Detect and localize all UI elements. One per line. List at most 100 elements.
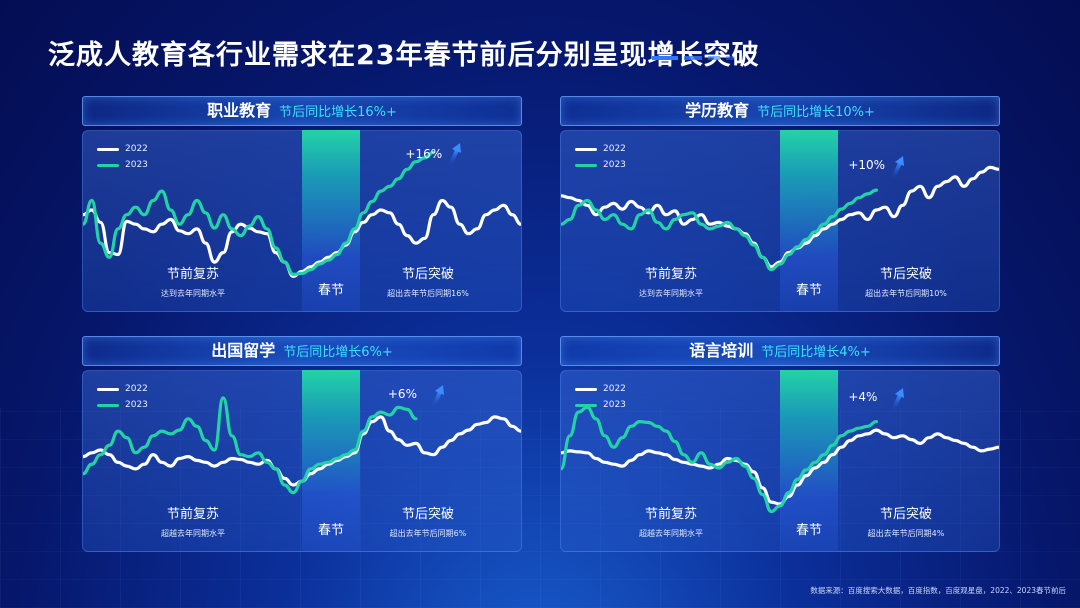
panel-academic: 学历教育 节后同比增长10%+ 春节 2022 2023 节前复苏 达到去年同期水…	[560, 96, 1000, 312]
pre-festival-sub: 超越去年同期水平	[639, 529, 703, 538]
legend-item-2023: 2023	[97, 157, 148, 173]
post-festival-sub: 超出去年节后同期4%	[867, 529, 945, 538]
data-source-note: 数据来源：百度搜索大数据，百度指数，百度观星盘，2022、2023春节前后	[810, 586, 1066, 595]
legend-item-2023: 2023	[575, 397, 626, 413]
post-festival-label: 节后突破	[401, 267, 454, 282]
legend-label: 2023	[125, 160, 148, 170]
legend-item-2022: 2022	[97, 381, 148, 397]
pre-festival-sub: 达到去年同期水平	[161, 289, 225, 298]
legend-label: 2023	[603, 400, 626, 410]
line-chart	[83, 396, 521, 495]
panel-header: 学历教育 节后同比增长10%+	[560, 96, 1000, 126]
legend-swatch	[97, 147, 119, 151]
spring-festival-label: 春节	[795, 523, 822, 538]
series-line-2022	[561, 165, 999, 269]
chart-legend: 2022 2023	[575, 381, 626, 413]
category-growth-subtitle: 节后同比增长10%+	[757, 105, 875, 120]
chart-area: 春节 2022 2023 节前复苏 超越去年同期水平 节后突破 超出去年节后同期…	[560, 370, 1000, 552]
growth-tag: +16%	[405, 147, 443, 161]
spring-festival-label: 春节	[795, 283, 822, 298]
series-line-2022	[83, 198, 521, 278]
panel-header: 语言培训 节后同比增长4%+	[560, 336, 1000, 366]
legend-item-2023: 2023	[575, 157, 626, 173]
post-festival-sub: 超出去年节后同期6%	[389, 529, 467, 538]
legend-swatch	[575, 147, 597, 151]
series-line-2023	[561, 405, 878, 514]
chart-legend: 2022 2023	[97, 381, 148, 413]
line-chart	[561, 405, 999, 514]
post-festival-sub: 超出去年节后同期16%	[387, 289, 469, 298]
pre-festival-label: 节前复苏	[166, 507, 219, 522]
legend-swatch	[97, 163, 119, 167]
pre-festival-annotation: 节前复苏 超越去年同期水平	[143, 503, 243, 539]
legend-item-2023: 2023	[97, 397, 148, 413]
post-festival-annotation: 节后突破 超出去年节后同期16%	[373, 263, 483, 299]
panel-header: 职业教育 节后同比增长16%+	[82, 96, 522, 126]
post-festival-annotation: 节后突破 超出去年节后同期4%	[851, 503, 961, 539]
pre-festival-sub: 达到去年同期水平	[639, 289, 703, 298]
panel-vocational: 职业教育 节后同比增长16%+ 春节 2022 2023 节前复苏 达到去年同期水…	[82, 96, 522, 312]
legend-item-2022: 2022	[575, 141, 626, 157]
chart-area: 春节 2022 2023 节前复苏 超越去年同期水平 节后突破 超出去年节后同期…	[82, 370, 522, 552]
page-title: 泛成人教育各行业需求在23年春节前后分别呈现增长突破	[48, 40, 760, 71]
growth-tag: +6%	[387, 387, 417, 401]
legend-item-2022: 2022	[575, 381, 626, 397]
growth-arrow-icon	[430, 384, 444, 409]
category-growth-subtitle: 节后同比增长16%+	[279, 105, 397, 120]
series-line-2023	[83, 150, 435, 276]
pre-festival-label: 节前复苏	[644, 507, 697, 522]
spring-festival-band	[302, 130, 360, 311]
series-line-2023	[561, 188, 878, 272]
growth-tag: +4%	[848, 389, 878, 404]
pre-festival-label: 节前复苏	[644, 267, 697, 282]
line-chart	[83, 150, 521, 278]
legend-label: 2022	[125, 144, 148, 154]
legend-label: 2022	[125, 384, 148, 394]
post-festival-label: 节后突破	[879, 507, 932, 522]
chart-legend: 2022 2023	[575, 141, 626, 173]
legend-label: 2022	[603, 384, 626, 394]
category-title: 语言培训	[689, 341, 754, 360]
series-line-2022	[561, 428, 999, 506]
category-growth-subtitle: 节后同比增长4%+	[761, 345, 871, 360]
growth-arrow-icon	[891, 156, 905, 181]
legend-swatch	[575, 163, 597, 167]
growth-arrow-icon	[891, 387, 905, 412]
chart-area: 春节 2022 2023 节前复苏 达到去年同期水平 节后突破 超出去年节后同期…	[82, 130, 522, 312]
post-festival-annotation: 节后突破 超出去年节后同期10%	[851, 263, 961, 299]
series-line-2022	[83, 415, 521, 487]
pre-festival-annotation: 节前复苏 达到去年同期水平	[143, 263, 243, 299]
panel-language: 语言培训 节后同比增长4%+ 春节 2022 2023 节前复苏 超越去年同期水平…	[560, 336, 1000, 552]
post-festival-label: 节后突破	[401, 507, 454, 522]
legend-label: 2023	[125, 400, 148, 410]
legend-swatch	[575, 403, 597, 407]
legend-swatch	[97, 387, 119, 391]
growth-arrow-icon	[448, 143, 462, 167]
category-title: 学历教育	[685, 101, 750, 120]
title-decoration	[652, 56, 742, 68]
post-festival-label: 节后突破	[879, 267, 932, 282]
post-festival-sub: 超出去年节后同期10%	[865, 289, 947, 298]
legend-label: 2022	[603, 144, 626, 154]
pre-festival-label: 节前复苏	[166, 267, 219, 282]
line-chart	[561, 165, 999, 272]
panel-study-abroad: 出国留学 节后同比增长6%+ 春节 2022 2023 节前复苏 超越去年同期水平…	[82, 336, 522, 552]
series-line-2023	[83, 396, 418, 495]
background-grid	[0, 408, 1080, 608]
pre-festival-sub: 超越去年同期水平	[161, 529, 225, 538]
growth-tag: +10%	[848, 158, 886, 173]
panel-header: 出国留学 节后同比增长6%+	[82, 336, 522, 366]
legend-item-2022: 2022	[97, 141, 148, 157]
chart-area: 春节 2022 2023 节前复苏 达到去年同期水平 节后突破 超出去年节后同期…	[560, 130, 1000, 312]
spring-festival-label: 春节	[317, 523, 344, 538]
pre-festival-annotation: 节前复苏 达到去年同期水平	[621, 263, 721, 299]
category-growth-subtitle: 节后同比增长6%+	[283, 345, 393, 360]
legend-swatch	[97, 403, 119, 407]
legend-label: 2023	[603, 160, 626, 170]
post-festival-annotation: 节后突破 超出去年节后同期6%	[373, 503, 483, 539]
spring-festival-label: 春节	[317, 283, 344, 298]
category-title: 出国留学	[211, 341, 276, 360]
chart-legend: 2022 2023	[97, 141, 148, 173]
category-title: 职业教育	[207, 101, 272, 120]
pre-festival-annotation: 节前复苏 超越去年同期水平	[621, 503, 721, 539]
